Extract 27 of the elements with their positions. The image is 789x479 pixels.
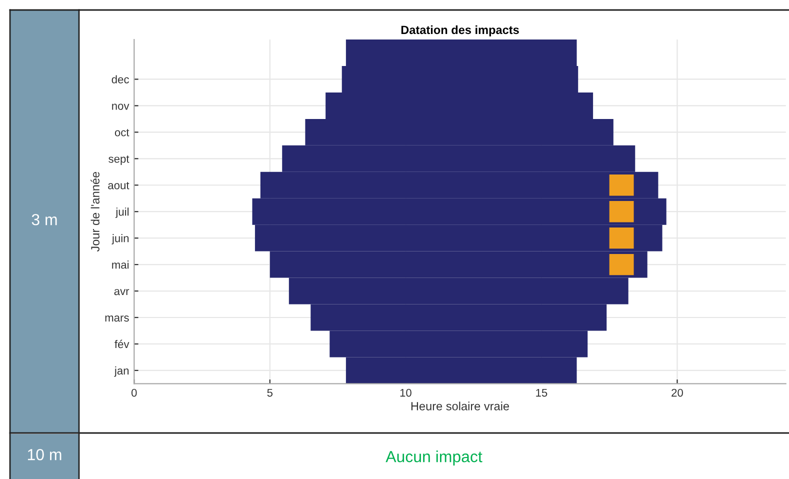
bar (609, 174, 634, 196)
text: 10 m (28, 448, 62, 460)
bar (609, 201, 634, 222)
text: 3 m (32, 214, 57, 226)
y-tick-label: mars (105, 316, 129, 322)
y-tick-label: sept (108, 155, 130, 165)
y-tick-label: aout (108, 182, 130, 190)
x-axis-title: Heure solaire vraie (411, 402, 510, 410)
chart-title: Datation des impacts (401, 25, 519, 36)
x-tick-label: 15 (536, 388, 548, 397)
x-tick-label: 10 (400, 388, 412, 397)
y-tick-label: juin (112, 234, 129, 244)
y-tick-label: mai (112, 260, 129, 269)
text: Aucun impact (386, 450, 482, 466)
x-tick-label: 20 (672, 388, 683, 397)
bar (609, 227, 634, 249)
x-tick-label: 5 (267, 388, 273, 397)
y-tick-label: jan (114, 366, 129, 377)
y-axis-title: Jour de l'année (90, 172, 100, 252)
y-tick-label: avr (114, 289, 130, 296)
y-tick-label: juil (115, 208, 129, 218)
y-tick-label: fév (114, 340, 130, 348)
y-tick-label: oct (114, 129, 130, 136)
x-tick-label: 0 (131, 388, 137, 397)
bar (609, 254, 634, 276)
y-tick-label: dec (112, 75, 129, 84)
y-tick-label: nov (112, 104, 130, 110)
